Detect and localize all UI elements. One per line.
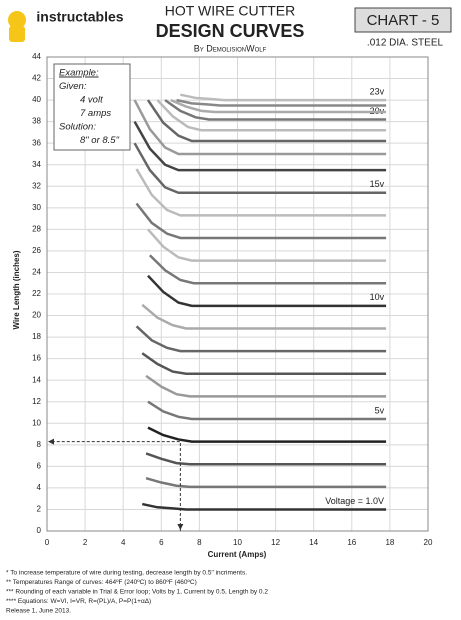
curve [147, 228, 387, 262]
curve [135, 168, 387, 217]
example-text: Solution: [59, 122, 96, 133]
x-tick-label: 8 [197, 538, 202, 547]
curve [156, 99, 387, 132]
y-tick-label: 8 [37, 440, 42, 449]
wire-spec: .012 DIA. STEEL [367, 38, 444, 49]
x-tick-label: 6 [159, 538, 164, 547]
y-tick-label: 18 [32, 332, 41, 341]
x-tick-label: 20 [424, 538, 433, 547]
y-tick-label: 30 [32, 203, 41, 212]
plot-frame [46, 56, 429, 532]
x-axis-label: Current (Amps) [208, 550, 267, 559]
curve [141, 502, 387, 511]
x-tick-label: 4 [121, 538, 126, 547]
x-tick-label: 0 [45, 538, 50, 547]
example-text: 7 amps [80, 108, 111, 119]
curve [135, 202, 387, 240]
curve [133, 99, 387, 156]
example-box [53, 63, 131, 151]
x-tick-label: 18 [385, 538, 394, 547]
y-tick-label: 28 [32, 224, 41, 233]
curve [170, 98, 387, 114]
y-axis-label: Wire Length (inches) [12, 250, 21, 329]
x-tick-label: 10 [233, 538, 242, 547]
y-tick-label: 14 [32, 375, 41, 384]
y-tick-label: 16 [32, 354, 41, 363]
chart-subtitle: DESIGN CURVES [156, 21, 305, 41]
curve [164, 99, 387, 121]
example-text: Example: [59, 68, 99, 79]
example-text: Given: [59, 81, 87, 92]
curve [145, 477, 387, 489]
curve-label: 23v [370, 86, 385, 96]
example-text: 8" or 8.5" [80, 135, 120, 146]
y-tick-label: 10 [32, 418, 41, 427]
y-tick-label: 0 [37, 526, 42, 535]
chart-label-box [354, 7, 452, 33]
x-tick-label: 2 [83, 538, 88, 547]
logo-text: instructables [36, 9, 123, 25]
y-tick-label: 34 [32, 160, 41, 169]
footnote: **** Equations: W=VI, I=VR, R=(PL)/A, P=… [6, 598, 151, 605]
x-tick-label: 16 [347, 538, 356, 547]
logo-head [8, 11, 26, 29]
curve-label: 5v [375, 405, 385, 415]
y-tick-label: 24 [32, 268, 41, 277]
y-tick-label: 6 [37, 461, 42, 470]
y-tick-label: 36 [32, 138, 41, 147]
y-tick-label: 22 [32, 289, 41, 298]
curve-label: Voltage = 1.0V [325, 496, 384, 506]
y-tick-label: 38 [32, 117, 41, 126]
curve [141, 352, 387, 375]
y-tick-label: 2 [37, 505, 42, 514]
curve [180, 93, 387, 102]
logo-badge [26, 9, 130, 27]
y-tick-label: 12 [32, 397, 41, 406]
curve [147, 274, 387, 308]
y-tick-label: 4 [37, 483, 42, 492]
y-tick-label: 20 [32, 311, 41, 320]
curve [148, 254, 387, 285]
footnote: *** Rounding of each variable in Trial &… [6, 589, 268, 596]
curve [135, 325, 387, 353]
y-tick-label: 42 [32, 74, 41, 83]
curve [133, 121, 387, 172]
footnote: * To increase temperature of wire during… [6, 570, 247, 577]
logo-body [9, 26, 25, 42]
curve [133, 142, 387, 194]
curve-label: 10v [370, 292, 385, 302]
curve [147, 400, 387, 421]
y-tick-label: 40 [32, 95, 41, 104]
curve-label: 15v [370, 179, 385, 189]
curve [145, 452, 387, 466]
curve [176, 98, 387, 107]
y-tick-label: 44 [32, 52, 41, 61]
example-text: 4 volt [80, 95, 103, 106]
y-tick-label: 32 [32, 181, 41, 190]
chart-title: HOT WIRE CUTTER [165, 3, 295, 19]
x-tick-label: 14 [309, 538, 318, 547]
chart-label: CHART - 5 [367, 12, 440, 29]
curve [147, 426, 387, 443]
guide-line [51, 441, 181, 531]
footnote: ** Temperatures Range of curves: 464ºF (… [6, 579, 197, 586]
y-tick-label: 26 [32, 246, 41, 255]
footnote: Release 1, June 2013. [6, 608, 71, 615]
x-tick-label: 12 [271, 538, 280, 547]
curve [141, 303, 387, 330]
curve [146, 99, 387, 143]
curve [145, 374, 387, 398]
author: By DemolisionWolf [194, 43, 267, 53]
logo [8, 9, 130, 42]
